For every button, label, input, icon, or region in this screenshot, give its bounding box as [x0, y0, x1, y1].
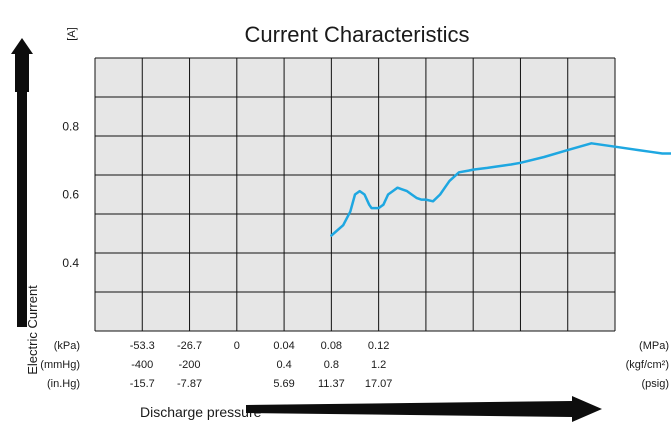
x-unit-right: (kgf/cm²) — [626, 359, 669, 371]
x-tick-label: 0.08 — [321, 340, 342, 352]
y-tick-label: 0.4 — [62, 256, 79, 270]
x-tick-label: -7.87 — [177, 378, 202, 390]
x-unit-left: (mmHg) — [40, 359, 80, 371]
current-series-line — [330, 142, 671, 237]
x-tick-label: 0 — [234, 340, 240, 352]
x-tick-label: 1.2 — [371, 359, 386, 371]
x-tick-label: 0.04 — [273, 340, 294, 352]
x-unit-right: (psig) — [641, 378, 669, 390]
y-tick-labels: 0.4 0.6 0.8 — [62, 119, 79, 270]
x-tick-label: -15.7 — [130, 378, 155, 390]
x-tick-label: 17.07 — [365, 378, 393, 390]
y-arrow-icon — [11, 38, 33, 92]
y-tick-label: 0.6 — [62, 188, 79, 202]
x-tick-label: 5.69 — [273, 378, 294, 390]
chart-title: Current Characteristics — [245, 22, 470, 47]
x-unit-right: (MPa) — [639, 340, 669, 352]
x-axis-title: Discharge pressure — [140, 404, 262, 420]
x-arrow-icon — [246, 396, 602, 422]
grid-lines — [94, 57, 616, 332]
y-axis-title: Electric Current — [25, 285, 40, 375]
x-tick-label: -200 — [179, 359, 201, 371]
y-arrow-shaft — [17, 92, 27, 327]
x-tick-label: -53.3 — [130, 340, 155, 352]
x-tick-label: -400 — [131, 359, 153, 371]
x-tick-label: 0.12 — [368, 340, 389, 352]
x-tick-label: 0.4 — [276, 359, 291, 371]
x-unit-left: (in.Hg) — [47, 378, 80, 390]
x-axis-scales: (kPa) -53.3 -26.7 0 0.04 0.08 0.12 (MPa) (mmHg) -… — [40, 340, 669, 390]
x-tick-label: -26.7 — [177, 340, 202, 352]
y-unit-label: [A] — [66, 27, 78, 40]
x-unit-left: (kPa) — [54, 340, 80, 352]
x-tick-label: 11.37 — [318, 378, 345, 390]
y-tick-label: 0.8 — [62, 119, 79, 133]
x-tick-label: 0.8 — [324, 359, 339, 371]
